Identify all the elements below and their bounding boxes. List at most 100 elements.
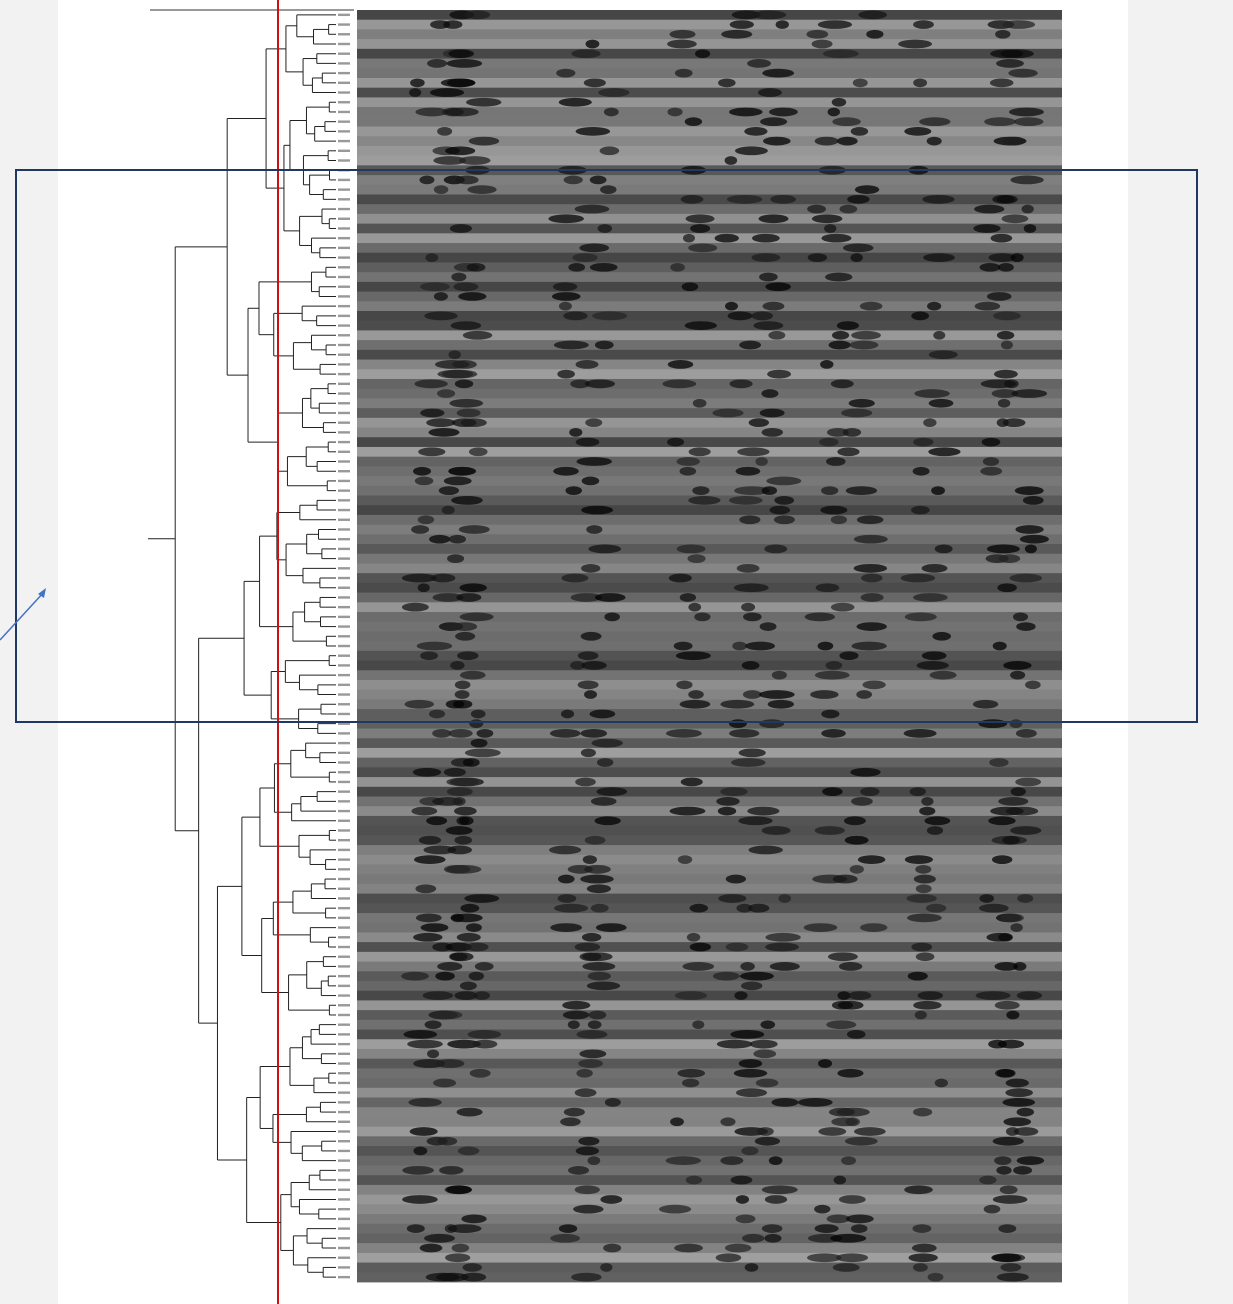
gel-band (998, 399, 1010, 408)
gel-band (718, 807, 736, 816)
leaf-label (338, 1130, 350, 1132)
leaf-label (338, 674, 350, 676)
leaf-label (338, 985, 350, 987)
gel-band (1008, 69, 1037, 78)
page: (() => { const svg = document.getElement… (0, 0, 1233, 1304)
leaf-label (338, 1169, 350, 1171)
gel-band (1003, 1117, 1031, 1126)
gel-band (457, 933, 481, 942)
gel-band (726, 875, 746, 884)
gel-band (1011, 787, 1026, 796)
gel-band (822, 787, 842, 796)
gel-lane (357, 709, 1062, 719)
gel-band (442, 370, 477, 379)
gel-band (564, 176, 583, 185)
gel-lane (357, 923, 1062, 933)
gel-band (914, 389, 950, 398)
gel-band (1010, 574, 1043, 583)
gel-lane (357, 1233, 1062, 1243)
leaf-label (338, 227, 350, 229)
gel-band (837, 1108, 870, 1117)
leaf-label (338, 62, 350, 64)
gel-band (409, 88, 421, 97)
gel-band (844, 816, 866, 825)
gel-band (759, 273, 778, 282)
gel-band (1009, 108, 1044, 117)
gel-band (837, 1069, 863, 1078)
gel-band (580, 729, 607, 738)
leaf-label (338, 1179, 350, 1181)
gel-band (585, 418, 602, 427)
leaf-label (338, 91, 350, 93)
gel-band (474, 991, 490, 1000)
gel-band (927, 826, 943, 835)
gel-band (576, 1147, 599, 1156)
gel-lane (357, 855, 1062, 865)
leaf-label (338, 907, 350, 909)
gel-band (581, 661, 606, 670)
gel-band (832, 331, 849, 340)
gel-band (674, 1244, 703, 1253)
gel-band (429, 710, 445, 719)
gel-band (560, 1117, 581, 1126)
leaf-label (338, 120, 350, 122)
gel-band (590, 263, 618, 272)
gel-band (1001, 49, 1034, 58)
gel-band (590, 176, 607, 185)
gel-band (997, 195, 1018, 204)
gel-band (1014, 117, 1043, 126)
gel-band (578, 1137, 599, 1146)
gel-band (919, 807, 935, 816)
gel-lane (357, 1117, 1062, 1127)
gel-band (914, 875, 936, 884)
leaf-label (338, 1023, 350, 1025)
gel-band (571, 49, 600, 58)
gel-band (913, 593, 948, 602)
leaf-label (338, 373, 350, 375)
gel-band (762, 1224, 783, 1233)
gel-band (417, 642, 453, 651)
gel-lane (357, 1204, 1062, 1214)
gel-lane (357, 204, 1062, 214)
gel-band (558, 875, 575, 884)
gel-band (692, 1020, 704, 1029)
gel-band (832, 117, 861, 126)
gel-band (851, 253, 863, 262)
leaf-label (338, 596, 350, 598)
gel-band (553, 467, 579, 476)
gel-band (725, 1244, 752, 1253)
leaf-label (338, 732, 350, 734)
gel-band (449, 729, 473, 738)
gel-band (815, 826, 845, 835)
leaf-label (338, 790, 350, 792)
gel-band (1004, 137, 1026, 146)
gel-band (674, 642, 693, 651)
gel-band (749, 418, 769, 427)
gel-band (989, 758, 1008, 767)
leaf-label (338, 315, 350, 317)
gel-band (587, 981, 620, 990)
leaf-label (338, 771, 350, 773)
gel-band (584, 865, 611, 874)
gel-band (1024, 224, 1036, 233)
gel-band (571, 1273, 602, 1282)
leaf-label (338, 1189, 350, 1191)
gel-band (747, 807, 779, 816)
gel-band (667, 40, 697, 49)
gel-band (444, 477, 472, 486)
gel-band (588, 972, 611, 981)
leaf-label (338, 52, 350, 54)
gel-band (576, 1069, 592, 1078)
gel-band (745, 1263, 759, 1272)
gel-band (430, 88, 464, 97)
gel-band (1016, 622, 1035, 631)
gel-band (836, 1253, 868, 1262)
leaf-label (338, 703, 350, 705)
leaf-label (338, 1101, 350, 1103)
gel-band (845, 836, 869, 845)
gel-band (410, 1127, 438, 1136)
gel-band (469, 137, 499, 146)
gel-band (667, 438, 684, 447)
leaf-label (338, 383, 350, 385)
gel-band (476, 729, 493, 738)
